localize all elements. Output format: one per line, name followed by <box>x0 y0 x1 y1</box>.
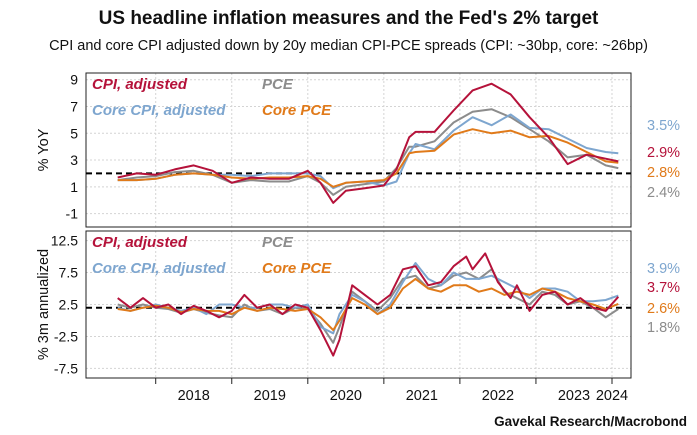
legend-label: Core PCE <box>262 260 332 277</box>
x-tick-label: 2023 <box>558 388 590 404</box>
plot-frame <box>85 230 632 379</box>
chart-title: US headline inflation measures and the F… <box>98 8 599 29</box>
y-tick-label: 7.5 <box>59 265 79 281</box>
end-value-label: 1.8% <box>647 320 680 336</box>
legend-label: CPI, adjusted <box>92 234 188 251</box>
y-tick-label: 9 <box>70 72 78 88</box>
x-tick-label: 2019 <box>254 388 286 404</box>
legend-label: Core PCE <box>262 102 332 119</box>
end-value-label: 2.6% <box>647 301 680 317</box>
x-tick-label: 2022 <box>482 388 514 404</box>
x-axis: 2018 2019 2020 2021 2022 2023 2024 <box>155 378 628 404</box>
chart-subtitle: CPI and core CPI adjusted down by 20y me… <box>49 38 648 54</box>
series-line-cpi-adjusted <box>117 82 619 204</box>
series-line-core-cpi-adjusted <box>117 113 619 190</box>
source-credit: Gavekal Research/Macrobond <box>494 414 687 429</box>
y-tick-label: 7 <box>70 98 78 114</box>
end-value-label: 3.7% <box>647 280 680 296</box>
y-tick-label: -1 <box>66 206 79 222</box>
y-tick-label: 12.5 <box>51 233 78 249</box>
legend-label: CPI, adjusted <box>92 76 188 93</box>
series-line-cpi-adjusted <box>117 252 620 357</box>
end-value-label: 2.4% <box>647 185 680 201</box>
y-tick-label: 5 <box>70 125 78 141</box>
x-tick-label: 2024 <box>596 388 628 404</box>
end-value-label: 3.5% <box>647 118 680 134</box>
legend-label: PCE <box>262 76 294 93</box>
y-axis-label: % YoY <box>36 128 52 171</box>
series-line-core-cpi-adjusted <box>117 262 619 335</box>
x-tick-label: 2021 <box>406 388 438 404</box>
end-value-label: 2.9% <box>647 145 680 161</box>
x-tick-label: 2020 <box>330 388 362 404</box>
end-value-label: 2.8% <box>647 165 680 181</box>
panel-2: -7.5 -2.5 2.5 7.5 12.5% 3m annualized CPI, ad… <box>36 230 680 379</box>
y-tick-label: 2.5 <box>59 297 79 313</box>
legend-label: PCE <box>262 234 294 251</box>
y-tick-label: 1 <box>70 179 78 195</box>
y-tick-label: -7.5 <box>54 360 78 376</box>
series-line-core-pce <box>117 128 619 188</box>
y-axis-label: % 3m annualized <box>36 249 52 360</box>
legend-label: Core CPI, adjusted <box>92 102 226 119</box>
x-tick-label: 2018 <box>178 388 210 404</box>
end-value-label: 3.9% <box>647 261 680 277</box>
plot-frame <box>85 72 632 228</box>
y-tick-label: -2.5 <box>54 328 78 344</box>
legend-label: Core CPI, adjusted <box>92 260 226 277</box>
y-tick-label: 3 <box>70 152 78 168</box>
panel-1: -1 1 3 5 7 9 % YoY CPI, adjusted PCE Core CPI, ad… <box>36 72 680 228</box>
